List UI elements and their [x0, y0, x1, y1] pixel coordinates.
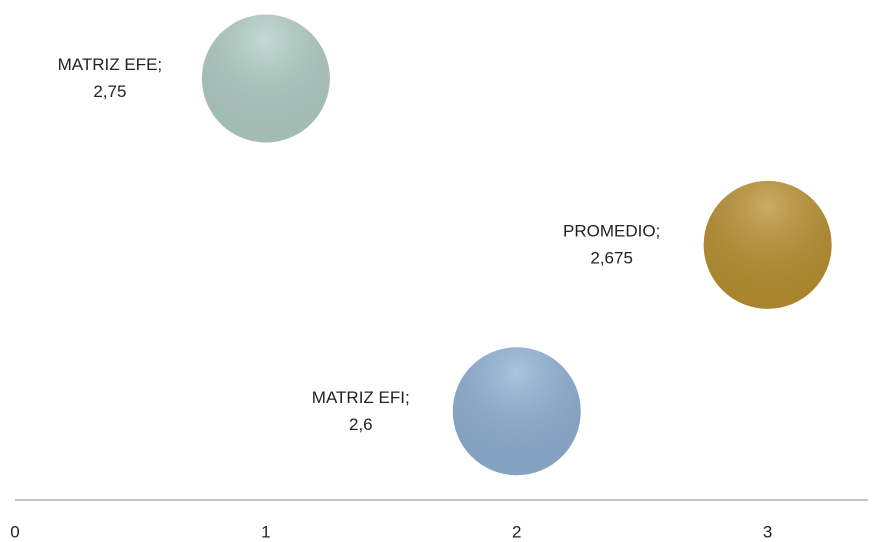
- bubble-shade: [703, 180, 832, 309]
- point-label: PROMEDIO;: [563, 221, 660, 240]
- value-label: 2,75: [93, 82, 126, 101]
- value-label: 2,675: [590, 248, 633, 267]
- x-tick-label: 3: [763, 522, 772, 541]
- x-tick-label: 2: [512, 522, 521, 541]
- bubble-shade: [452, 347, 581, 476]
- bubble-shade: [201, 14, 330, 143]
- point-label: MATRIZ EFE;: [58, 55, 163, 74]
- x-tick-label: 0: [10, 522, 19, 541]
- point-label: MATRIZ EFI;: [312, 388, 410, 407]
- value-label: 2,6: [349, 415, 373, 434]
- x-tick-label: 1: [261, 522, 270, 541]
